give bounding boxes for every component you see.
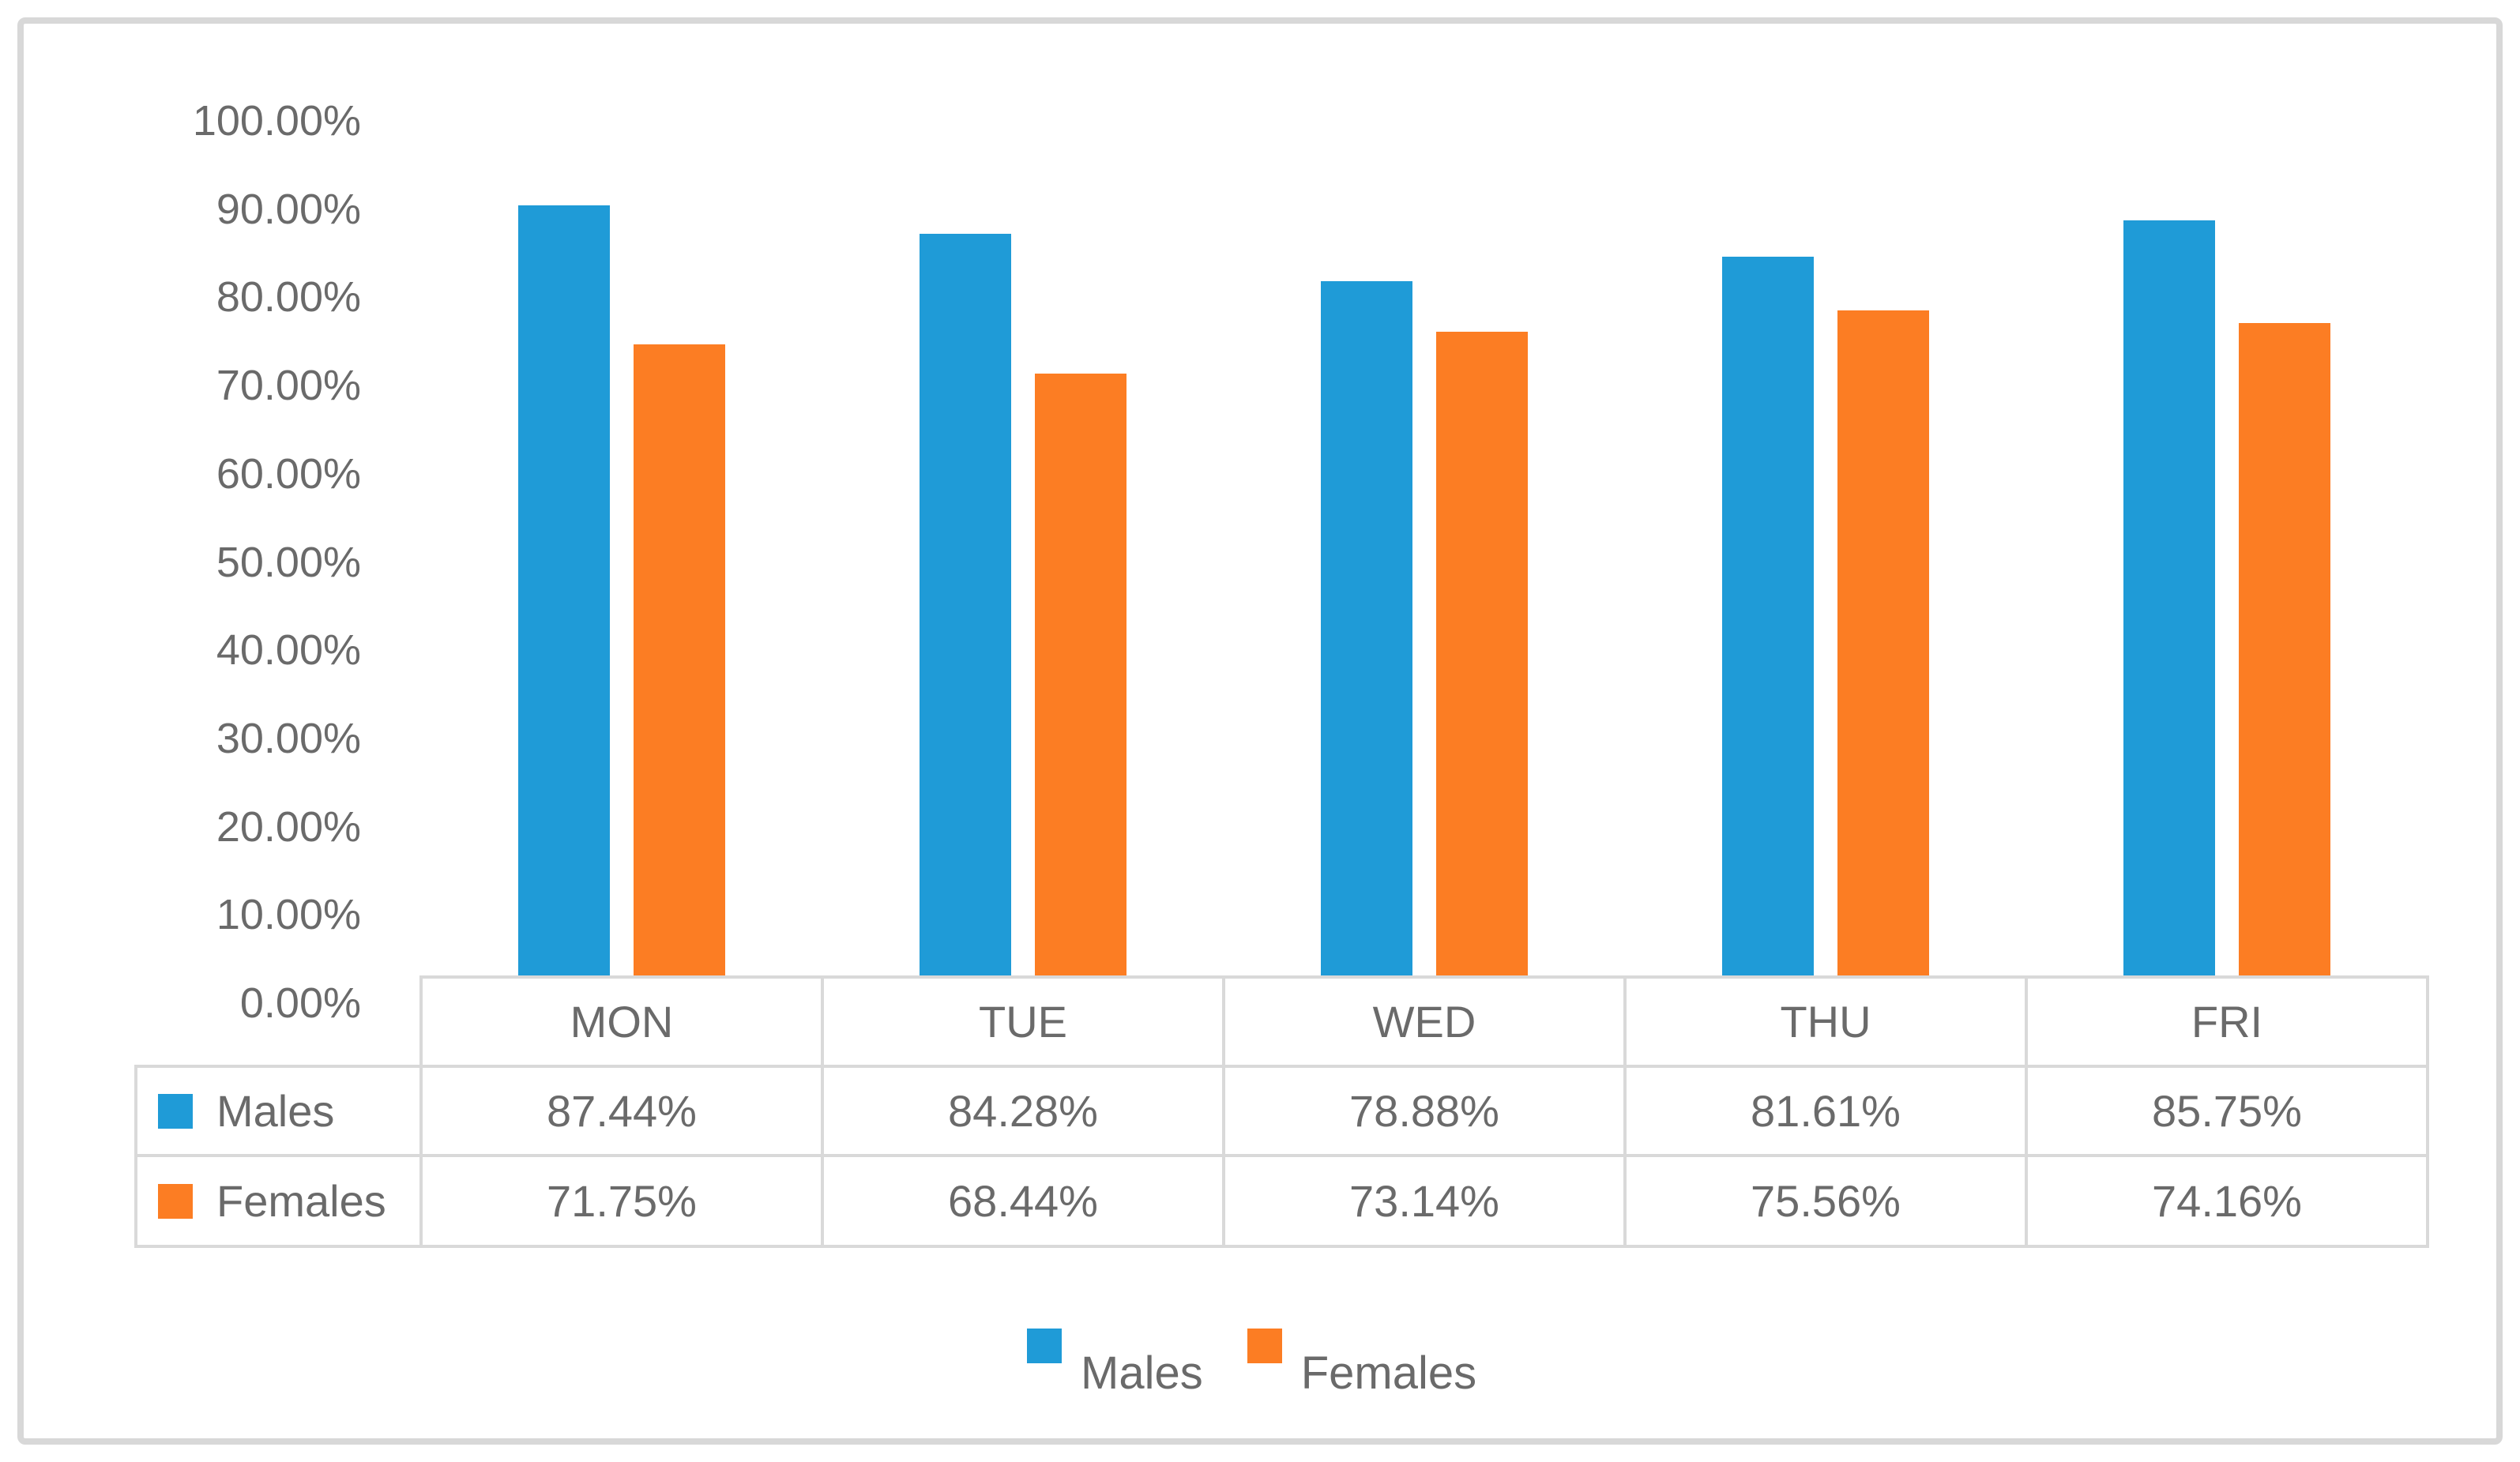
- bar-females-fri: [2239, 322, 2330, 977]
- data-table: MON TUE WED THU FRI Males 87.44% 84.28% 78.88% 81…: [134, 975, 2429, 1248]
- day-header-wed: WED: [1222, 975, 1627, 1068]
- series-label-cell-females: Females: [134, 1154, 423, 1248]
- y-axis-tick-label: 60.00%: [216, 449, 361, 498]
- legend: Males Females: [1027, 1329, 1476, 1396]
- y-axis-tick-label: 80.00%: [216, 273, 361, 321]
- bar-females-wed: [1436, 332, 1528, 977]
- legend-label: Females: [1300, 1347, 1477, 1399]
- y-axis-tick-label: 30.00%: [216, 714, 361, 762]
- table-row-females: Females 71.75% 68.44% 73.14% 75.56% 74.16%: [134, 1154, 2429, 1248]
- value-cell-females-wed: 73.14%: [1222, 1154, 1627, 1248]
- y-axis-tick-label: 50.00%: [216, 538, 361, 586]
- day-header-mon: MON: [419, 975, 824, 1068]
- series-name: Males: [216, 1086, 335, 1136]
- males-legend-key-icon: [1027, 1329, 1062, 1363]
- y-axis-tick-label: 10.00%: [216, 891, 361, 939]
- females-legend-key-icon: [1247, 1329, 1282, 1363]
- y-axis-tick-label: 40.00%: [216, 626, 361, 675]
- bar-females-mon: [634, 344, 725, 977]
- day-header-tue: TUE: [821, 975, 1225, 1068]
- legend-item-females: Females: [1247, 1329, 1476, 1396]
- females-series-key-icon: [158, 1184, 193, 1220]
- value-cell-males-tue: 84.28%: [821, 1065, 1225, 1157]
- bar-males-mon: [518, 205, 610, 977]
- day-header-fri: FRI: [2025, 975, 2429, 1068]
- value-cell-females-fri: 74.16%: [2025, 1154, 2429, 1248]
- value-cell-females-tue: 68.44%: [821, 1154, 1225, 1248]
- value-cell-males-mon: 87.44%: [419, 1065, 824, 1157]
- y-axis-tick-label: 90.00%: [216, 185, 361, 233]
- bar-females-thu: [1837, 310, 1929, 977]
- bar-males-wed: [1321, 280, 1412, 977]
- bar-males-thu: [1722, 257, 1814, 977]
- table-row-males: Males 87.44% 84.28% 78.88% 81.61% 85.75%: [134, 1065, 2429, 1157]
- value-cell-females-thu: 75.56%: [1623, 1154, 2028, 1248]
- males-series-key-icon: [158, 1094, 193, 1129]
- day-header-thu: THU: [1623, 975, 2028, 1068]
- legend-label: Males: [1081, 1347, 1203, 1399]
- legend-item-males: Males: [1027, 1329, 1203, 1396]
- y-axis-tick-label: 100.00%: [192, 97, 361, 145]
- bar-females-tue: [1035, 373, 1126, 977]
- table-corner-cell: [136, 977, 423, 1068]
- series-label-cell-males: Males: [134, 1065, 423, 1157]
- value-cell-males-thu: 81.61%: [1623, 1065, 2028, 1157]
- y-axis-tick-label: 20.00%: [216, 802, 361, 851]
- bar-males-fri: [2123, 220, 2215, 977]
- value-cell-females-mon: 71.75%: [419, 1154, 824, 1248]
- y-axis-tick-label: 70.00%: [216, 362, 361, 410]
- value-cell-males-wed: 78.88%: [1222, 1065, 1627, 1157]
- value-cell-males-fri: 85.75%: [2025, 1065, 2429, 1157]
- bar-males-tue: [920, 233, 1011, 977]
- series-name: Females: [216, 1176, 386, 1226]
